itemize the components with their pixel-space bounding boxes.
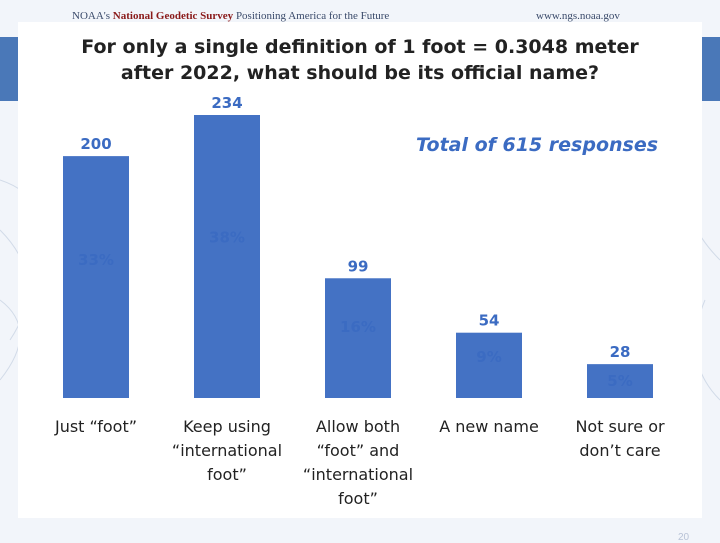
header-brand: National Geodetic Survey — [112, 10, 234, 22]
percent-label-0: 33% — [78, 251, 114, 269]
chart-title-line: after 2022, what should be its official … — [120, 62, 600, 84]
category-label-3: A new name — [439, 417, 539, 436]
percent-label-1: 38% — [209, 228, 245, 246]
bar-1 — [194, 115, 260, 398]
total-responses-note: Total of 615 responses — [416, 134, 659, 156]
bar-3 — [456, 332, 522, 398]
percent-label-4: 5% — [607, 372, 632, 390]
chart-title-line: For only a single definition of 1 foot =… — [81, 36, 639, 58]
bar-0 — [63, 156, 129, 398]
bar-2 — [325, 278, 391, 398]
category-label-1: Keep using “international foot” — [172, 417, 282, 484]
value-label-4: 28 — [610, 343, 631, 361]
bar-4 — [587, 364, 653, 398]
category-label-4: Not sure or don’t care — [575, 417, 665, 460]
chart-title: For only a single definition of 1 foot =… — [18, 34, 702, 86]
value-label-2: 99 — [348, 257, 369, 275]
page-number: 20 — [678, 532, 690, 543]
category-label-2: Allow both “foot” and “international foot” — [303, 417, 413, 508]
category-label-0: Just “foot” — [54, 417, 137, 436]
value-label-3: 54 — [479, 312, 500, 330]
percent-label-2: 16% — [340, 318, 376, 336]
chart-panel: For only a single definition of 1 foot =… — [18, 22, 702, 543]
bar-chart: 200 33% Just “foot” 234 38% Keep using “intern… — [54, 94, 665, 508]
value-label-1: 234 — [211, 94, 242, 112]
value-label-0: 200 — [80, 135, 111, 153]
header-tagline: NOAA's National Geodetic Survey Position… — [72, 10, 390, 22]
header-url: www.ngs.noaa.gov — [536, 10, 620, 22]
percent-label-3: 9% — [476, 348, 501, 366]
